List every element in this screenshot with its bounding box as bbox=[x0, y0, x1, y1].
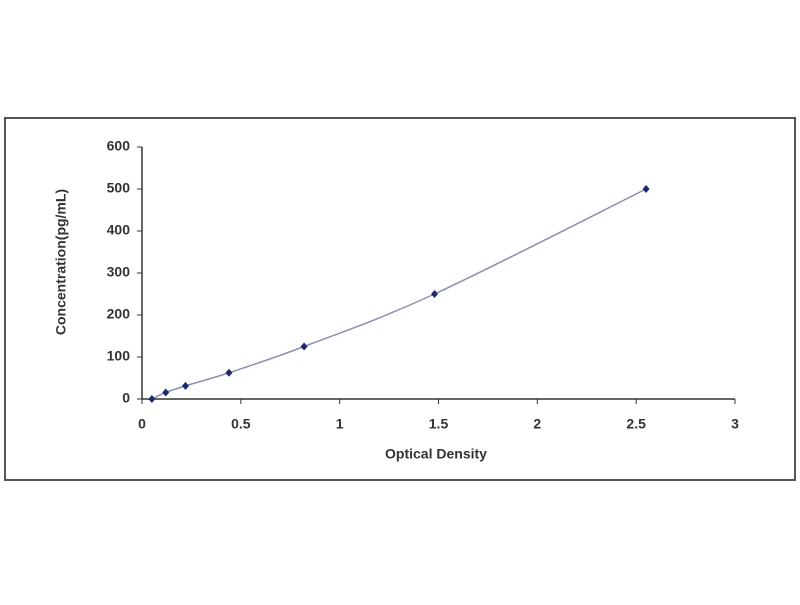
data-point bbox=[225, 368, 233, 377]
y-tick-label: 600 bbox=[107, 138, 131, 154]
y-tick-label: 400 bbox=[107, 222, 131, 238]
y-tick-label: 500 bbox=[107, 180, 131, 196]
y-tick-label: 100 bbox=[107, 348, 131, 364]
data-point bbox=[431, 290, 439, 298]
x-tick-label: 0.5 bbox=[231, 416, 251, 432]
x-tick-label: 0 bbox=[138, 416, 146, 432]
y-tick-label: 300 bbox=[107, 264, 131, 280]
y-tick-label: 0 bbox=[122, 390, 130, 406]
data-point bbox=[162, 388, 170, 397]
data-point bbox=[148, 395, 156, 403]
x-axis-label: Optical Density bbox=[385, 446, 487, 462]
data-point bbox=[181, 381, 189, 390]
data-point bbox=[642, 185, 650, 193]
x-tick-label: 3 bbox=[731, 416, 739, 432]
y-axis-label: Concentration(pg/mL) bbox=[53, 189, 69, 335]
data-point bbox=[300, 342, 308, 351]
x-tick-label: 2 bbox=[533, 416, 541, 432]
x-tick-label: 1 bbox=[336, 416, 344, 432]
x-tick-label: 1.5 bbox=[429, 416, 449, 432]
chart-frame bbox=[4, 117, 796, 481]
y-tick-label: 200 bbox=[107, 306, 131, 322]
x-tick-label: 2.5 bbox=[626, 416, 646, 432]
